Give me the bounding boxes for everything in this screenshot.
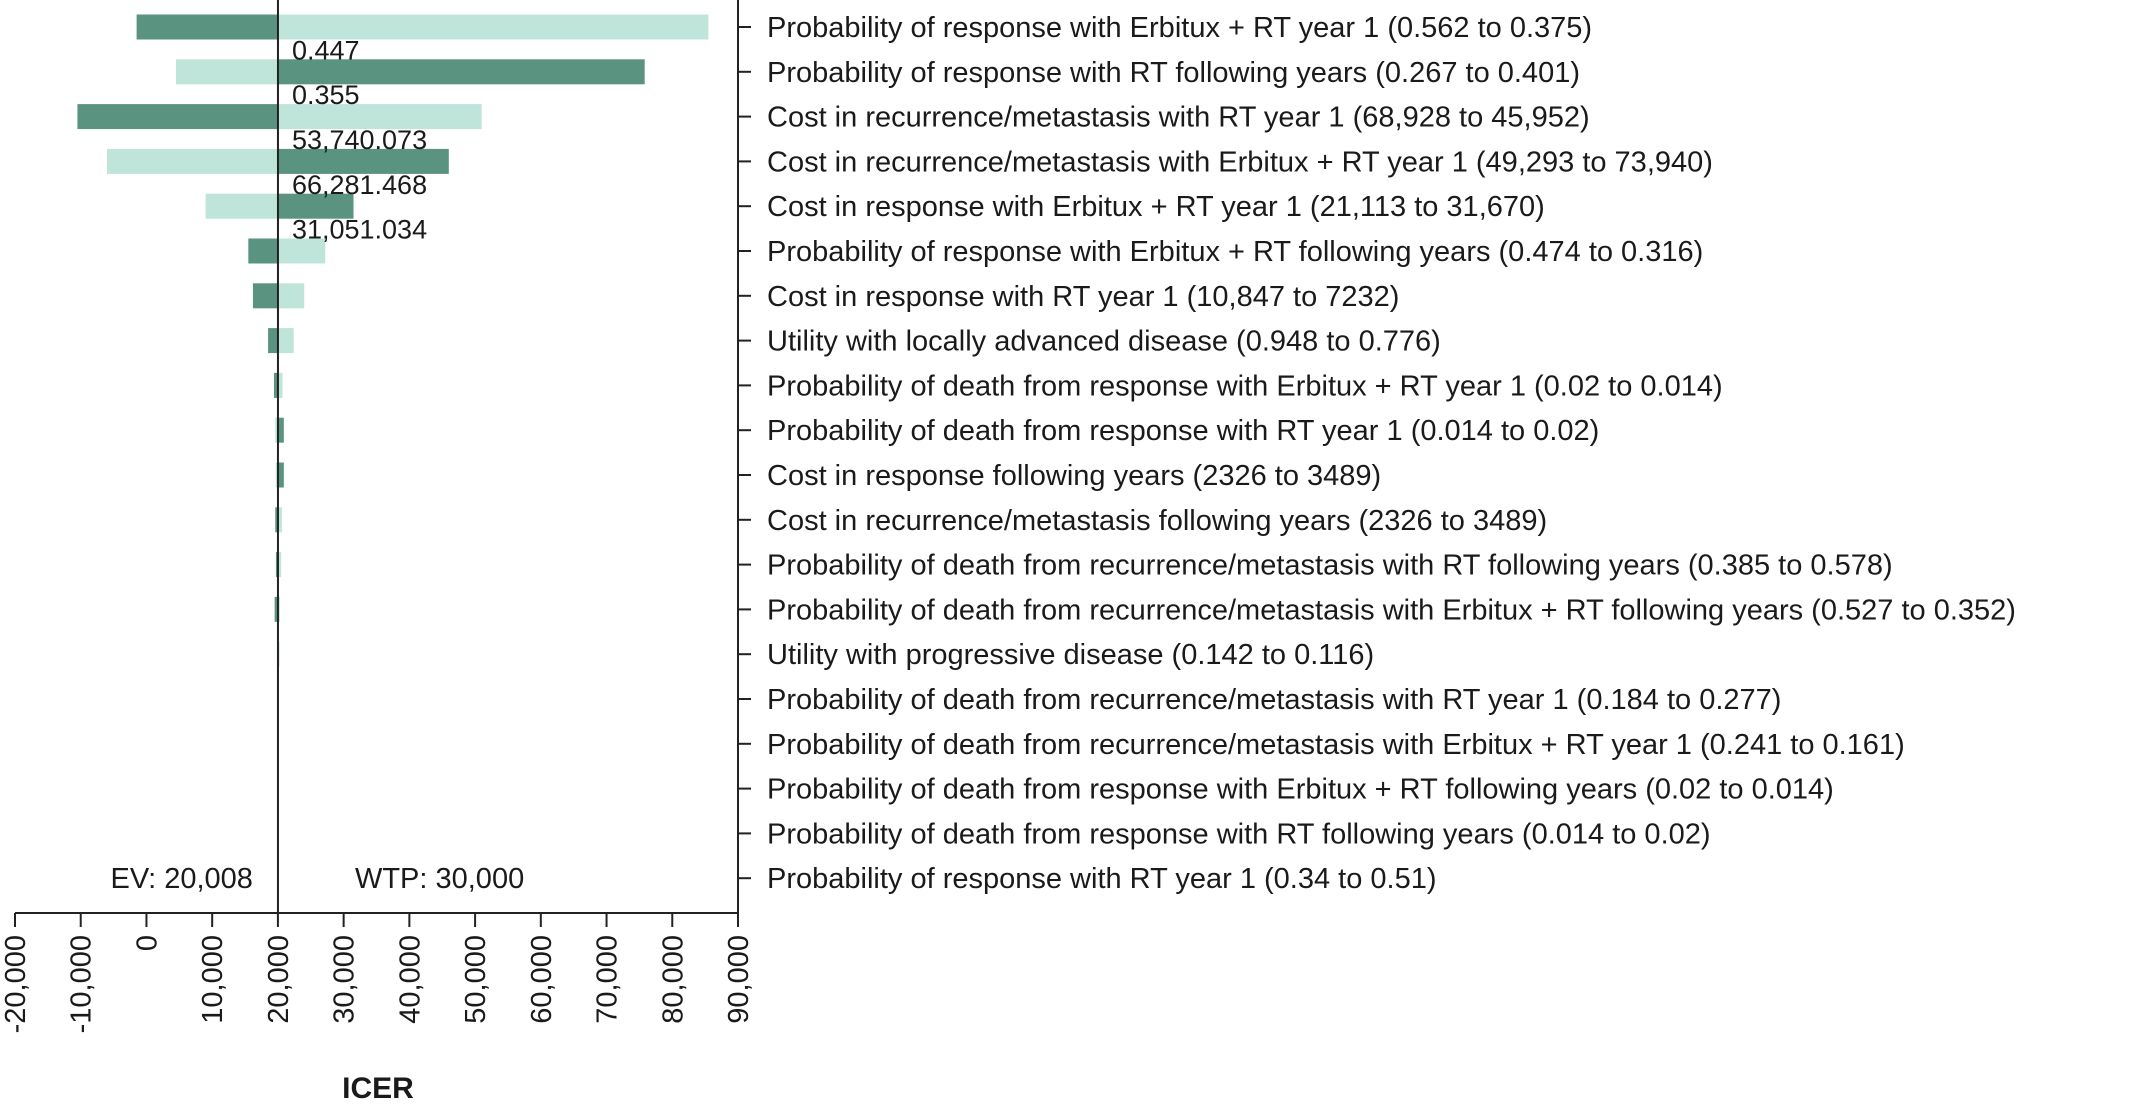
annotation-label: 66,281.468	[292, 170, 427, 200]
bar-low-13	[274, 596, 278, 622]
x-tick-label: 80,000	[657, 935, 689, 1024]
bar-high-10	[275, 462, 278, 488]
bar-high-7	[277, 328, 294, 354]
bars-layer	[77, 14, 709, 667]
category-label: Probability of response with RT year 1 (…	[767, 863, 1437, 895]
x-tick-label: -10,000	[66, 935, 98, 1033]
x-axis: -20,000 -10,000 0 10,000 20,000 30,000 40,000 5…	[0, 912, 755, 1033]
bar-low-8	[273, 372, 278, 398]
bar-low-11	[275, 507, 278, 533]
bar-high-2	[277, 104, 482, 130]
bar-high-4	[205, 193, 278, 219]
annotation-label: 31,051.034	[292, 215, 427, 245]
x-tick-label: 30,000	[329, 935, 361, 1024]
category-label: Cost in recurrence/metastasis following …	[767, 505, 1547, 537]
x-tick-label: 0	[131, 935, 163, 951]
x-tick-label: 90,000	[723, 935, 755, 1024]
category-label: Probability of response with Erbitux + R…	[767, 12, 1592, 44]
bar-low-7	[268, 328, 278, 354]
x-tick-label: 10,000	[197, 935, 229, 1024]
reference-lines: EV: 20,008 WTP: 30,000	[111, 0, 524, 913]
category-label: Probability of death from recurrence/met…	[767, 550, 1893, 582]
category-label: Cost in response with Erbitux + RT year …	[767, 191, 1545, 223]
category-label: Probability of death from response with …	[767, 370, 1723, 402]
x-tick-label: 40,000	[394, 935, 426, 1024]
category-axis: Probability of response with Erbitux + R…	[737, 0, 2016, 913]
category-label: Cost in recurrence/metastasis with Erbit…	[767, 146, 1713, 178]
category-label: Utility with locally advanced disease (0…	[767, 326, 1441, 358]
ev-label: EV: 20,008	[111, 863, 253, 895]
category-label: Utility with progressive disease (0.142 …	[767, 639, 1374, 671]
bar-low-6	[252, 283, 278, 309]
category-label: Cost in recurrence/metastasis with RT ye…	[767, 102, 1590, 134]
bar-high-11	[277, 507, 282, 533]
category-label: Cost in response following years (2326 t…	[767, 460, 1381, 492]
bar-low-4	[277, 193, 354, 219]
bar-high-3	[107, 148, 278, 174]
category-label: Probability of death from recurrence/met…	[767, 729, 1905, 761]
category-label: Cost in response with RT year 1 (10,847 …	[767, 281, 1399, 313]
bar-low-2	[77, 104, 278, 130]
bar-low-12	[275, 552, 278, 578]
x-tick-label: 70,000	[592, 935, 624, 1024]
annotation-label: 0.447	[292, 35, 360, 65]
category-label: Probability of response with RT followin…	[767, 57, 1580, 89]
bar-low-9	[277, 417, 284, 443]
category-label: Probability of death from response with …	[767, 415, 1599, 447]
x-tick-label: -20,000	[0, 935, 32, 1033]
bar-high-8	[277, 372, 283, 398]
bar-high-9	[275, 417, 278, 443]
bar-low-10	[277, 462, 284, 488]
category-label: Probability of death from response with …	[767, 818, 1711, 850]
bar-low-0	[136, 14, 278, 40]
category-label: Probability of response with Erbitux + R…	[767, 236, 1703, 268]
category-label: Probability of death from recurrence/met…	[767, 684, 1781, 716]
x-tick-label: 50,000	[460, 935, 492, 1024]
annotations-layer: 0.447 0.355 53,740.073 66,281.468 31,051.034	[292, 35, 427, 244]
x-tick-label: 20,000	[263, 935, 295, 1024]
bar-high-12	[277, 552, 282, 578]
bar-high-5	[277, 238, 326, 264]
annotation-label: 53,740.073	[292, 125, 427, 155]
bar-high-1	[176, 59, 278, 85]
bar-low-1	[277, 59, 645, 85]
category-label: Probability of death from response with …	[767, 774, 1834, 806]
bar-high-0	[277, 14, 709, 40]
x-axis-title: ICER	[342, 1072, 414, 1105]
bar-high-6	[277, 283, 305, 309]
x-tick-label: 60,000	[526, 935, 558, 1024]
bar-low-5	[248, 238, 278, 264]
annotation-label: 0.355	[292, 80, 360, 110]
wtp-label: WTP: 30,000	[355, 863, 524, 895]
bar-low-3	[277, 148, 449, 174]
category-label: Probability of death from recurrence/met…	[767, 594, 2016, 626]
